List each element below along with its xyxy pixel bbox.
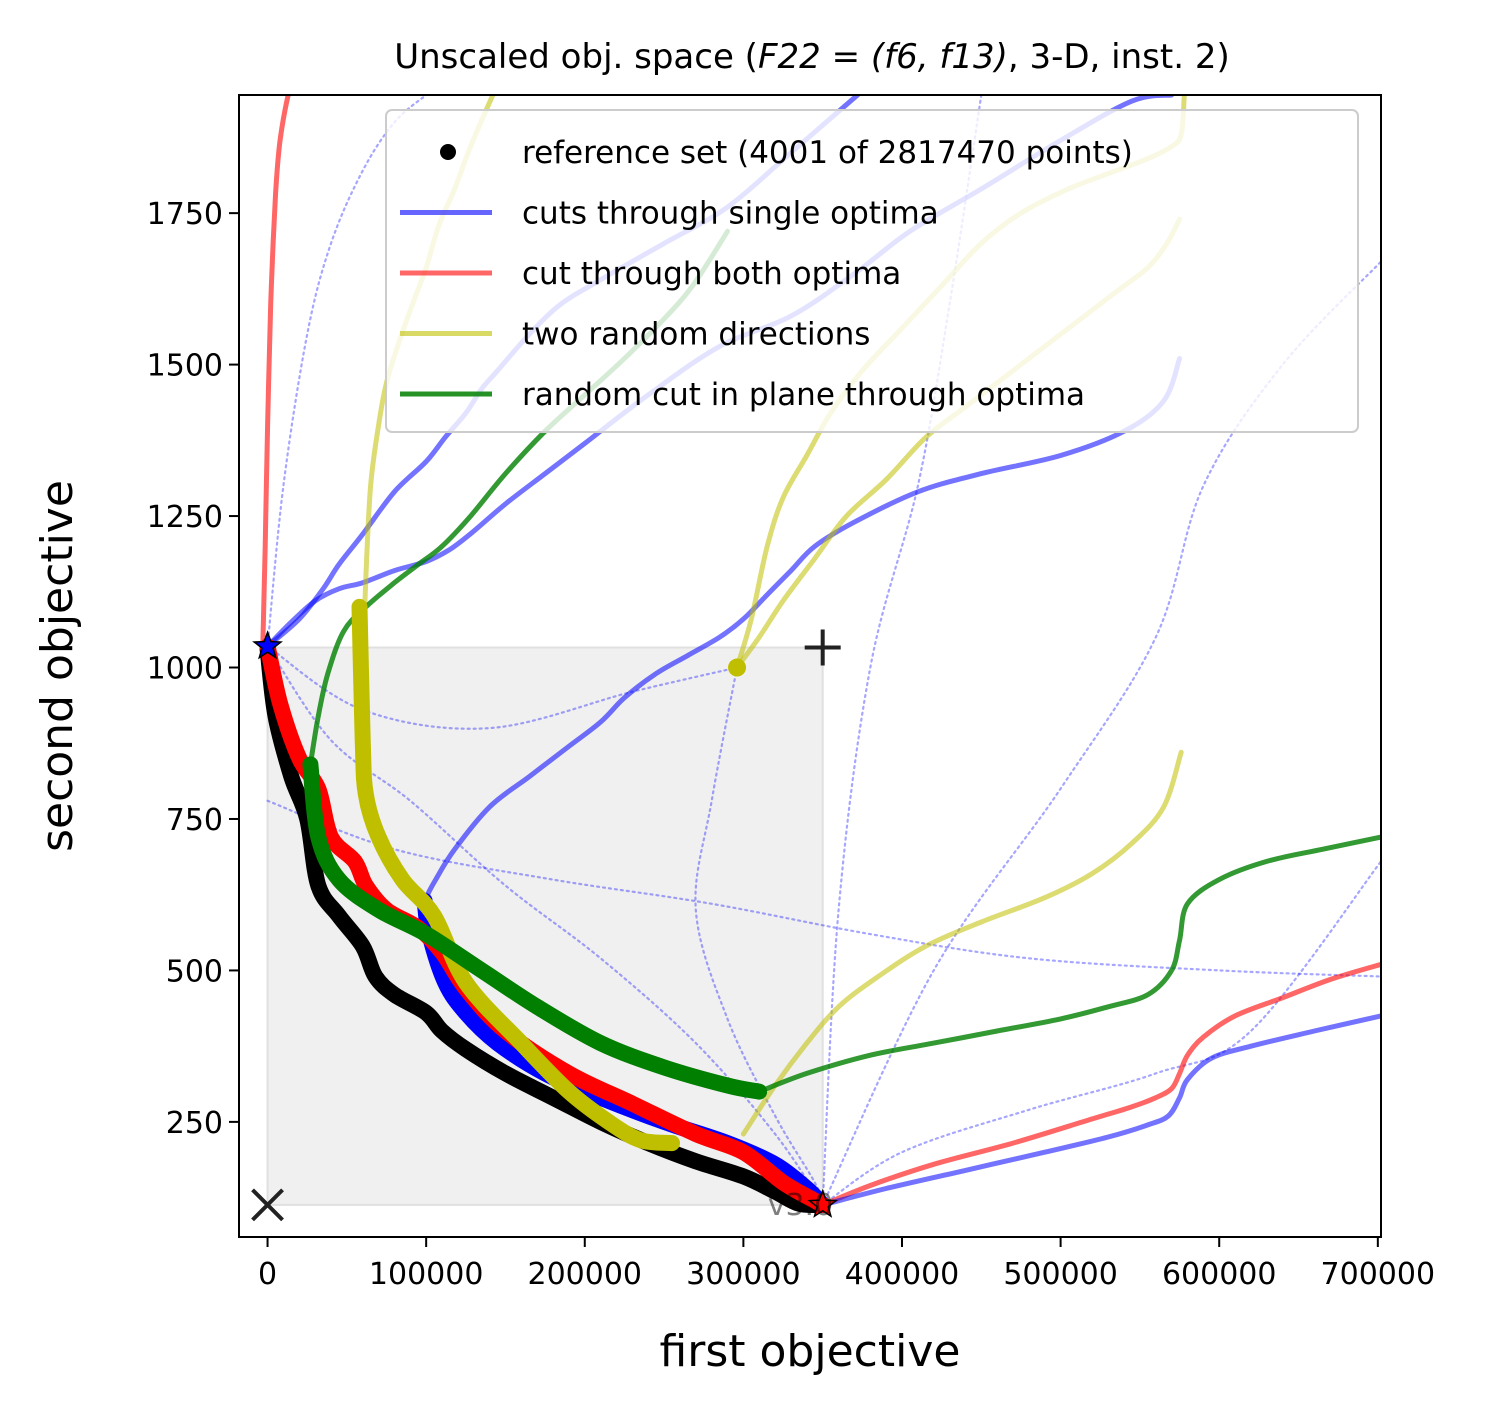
- series-line-cuts-through-single-optima-9: [420, 356, 1183, 913]
- y-tick-label-6: 1750: [147, 197, 223, 232]
- random-direction-start-point: [728, 658, 747, 677]
- ideal-point-marker: [251, 1188, 284, 1222]
- x-axis-label: first objective: [660, 1326, 961, 1377]
- chart-title-math: F22 = (f6, f13): [758, 37, 1008, 77]
- series-line-cut-through-both-optima-6: [820, 961, 1381, 1208]
- x-tick-label-6: 600000: [1162, 1257, 1277, 1292]
- series-line-random-cut-in-plane-through-optima-16: [756, 834, 1381, 1095]
- y-tick-label-4: 1250: [147, 500, 223, 535]
- front-layer: [259, 598, 831, 1214]
- chart-title-text: Unscaled obj. space (: [394, 37, 758, 77]
- optimum-2-star: [807, 1188, 839, 1218]
- x-tick-label-0: 0: [258, 1257, 277, 1292]
- legend: reference set (4001 of 2817470 points) cu…: [385, 109, 1359, 433]
- x-tick-label-5: 500000: [1003, 1257, 1118, 1292]
- series-line-cuts-through-single-optima-10: [820, 1013, 1381, 1208]
- legend-frame: [385, 109, 1359, 433]
- dotted-cut-line-23: [266, 95, 428, 648]
- x-tick-label-7: 700000: [1321, 1257, 1436, 1292]
- front-line-random-cut-in-plane-through-optima-front-4: [302, 756, 768, 1100]
- y-axis: 250 500 750 1000 1250 1500 1750: [147, 197, 239, 1141]
- legend-label-1: cuts through single optima: [522, 196, 939, 232]
- series-line-cut-through-both-optima-5: [260, 95, 291, 649]
- x-tick-label-1: 100000: [369, 1257, 484, 1292]
- y-tick-label-2: 750: [166, 803, 223, 838]
- dotted-cut-line-19: [694, 666, 824, 1206]
- chart-title: Unscaled obj. space (F22 = (f6, f13), 3-…: [394, 37, 1229, 77]
- dotted-cut-line-21: [821, 95, 983, 1206]
- legend-label-3: two random directions: [522, 317, 870, 353]
- x-tick-label-3: 300000: [686, 1257, 801, 1292]
- y-tick-label-5: 1500: [147, 349, 223, 384]
- dotted-cut-line-20: [266, 799, 1381, 978]
- chart-title-tail: , 3-D, inst. 2): [1008, 37, 1230, 77]
- optimum-1-star: [252, 630, 283, 660]
- y-axis-label: second objective: [32, 480, 83, 852]
- series-line-two-random-directions-14: [740, 749, 1184, 1137]
- legend-label-2: cut through both optima: [522, 256, 901, 292]
- y-tick-label-3: 1000: [147, 652, 223, 687]
- version-label: v3.0: [768, 1188, 833, 1223]
- nadir-point-marker: [804, 629, 841, 666]
- dotted-cut-line-17: [266, 645, 824, 1206]
- legend-swatch-0: [440, 144, 456, 160]
- dotted-cut-line-24: [821, 860, 1381, 1206]
- x-tick-label-4: 400000: [845, 1257, 960, 1292]
- axes-frame: [238, 94, 1382, 1238]
- legend-label-0: reference set (4001 of 2817470 points): [522, 135, 1133, 171]
- front-line-cuts-through-single-optima-front-1: [416, 892, 831, 1213]
- x-tick-label-2: 200000: [528, 1257, 643, 1292]
- y-tick-label-1: 500: [166, 954, 223, 989]
- legend-label-4: random cut in plane through optima: [522, 377, 1085, 413]
- y-tick-label-0: 250: [166, 1106, 223, 1141]
- x-axis: 0 100000 200000 300000 400000 500000 600000 700…: [258, 1237, 1435, 1292]
- marker-layer: v3.0: [251, 629, 841, 1223]
